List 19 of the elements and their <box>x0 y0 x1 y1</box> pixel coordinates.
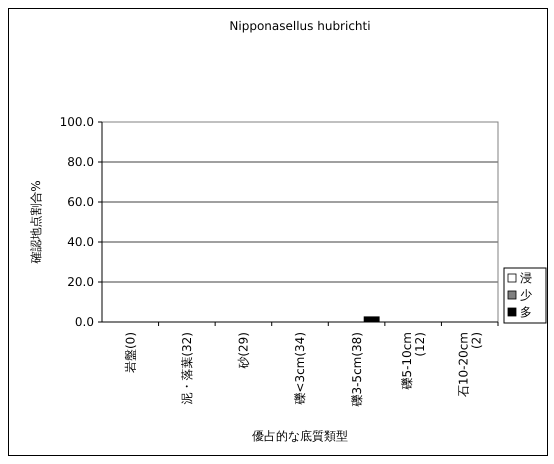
x-tick-label: 石10-20cm (2) <box>456 332 484 398</box>
y-tick-label: 20.0 <box>67 275 94 290</box>
x-tick-label: 礫<3cm(34) <box>293 332 308 406</box>
legend-label: 多 <box>520 305 532 320</box>
chart-title: Nipponasellus hubrichti <box>229 19 371 33</box>
y-tick-label: 0.0 <box>74 315 94 330</box>
y-tick-label: 80.0 <box>67 155 94 170</box>
y-axis-title: 確認地点割合% <box>29 180 43 265</box>
y-tick-label: 100.0 <box>60 115 94 130</box>
x-tick-label: 砂(29) <box>236 332 251 370</box>
y-tick-label: 40.0 <box>67 235 94 250</box>
y-tick-label: 60.0 <box>67 195 94 210</box>
legend-label: 浸 <box>520 271 532 286</box>
x-tick-label: 礫3-5cm(38) <box>350 332 364 408</box>
x-tick-label: 泥・落葉(32) <box>180 332 194 405</box>
x-axis-title: 優占的な底質類型 <box>252 429 348 443</box>
legend-label: 少 <box>520 288 532 302</box>
x-tick-label: 礫5-10cm (12) <box>400 332 427 391</box>
x-tick-label: 岩盤(0) <box>123 332 138 373</box>
